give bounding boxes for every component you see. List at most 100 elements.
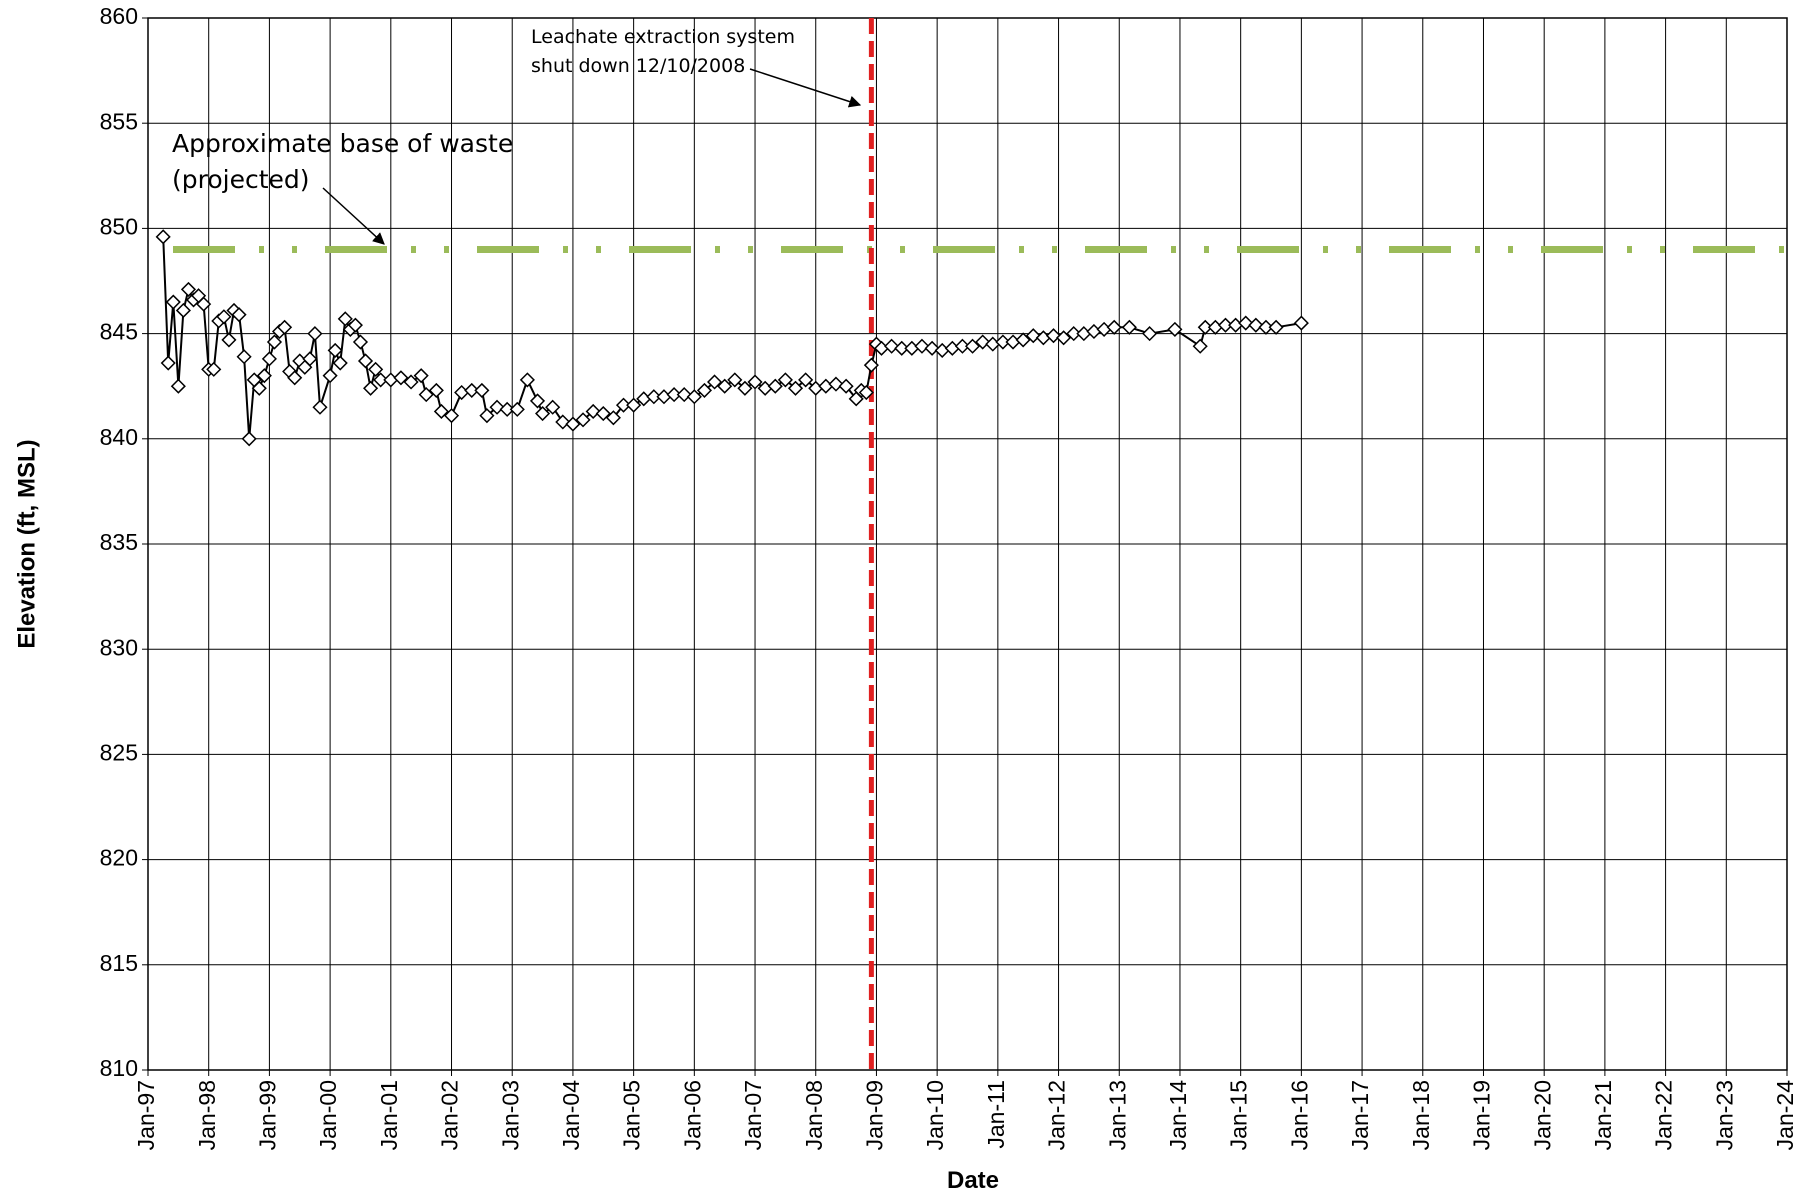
x-tick-label: Jan-13 [1104, 1080, 1130, 1150]
data-point [884, 338, 900, 354]
data-point [519, 372, 535, 388]
y-tick-label: 845 [100, 319, 138, 345]
x-tick-label: Jan-12 [1044, 1080, 1070, 1150]
x-tick-label: Jan-21 [1590, 1080, 1616, 1150]
data-point [1258, 319, 1274, 335]
data-point [251, 380, 267, 396]
x-tick-label: Jan-17 [1347, 1080, 1373, 1150]
data-point [322, 368, 338, 384]
arrow [749, 68, 862, 108]
data-point [1025, 328, 1041, 344]
data-point [838, 378, 854, 394]
data-point [383, 372, 399, 388]
data-point [975, 334, 991, 350]
data-point [433, 403, 449, 420]
y-tick-label: 855 [100, 108, 138, 134]
data-point [904, 340, 920, 356]
data-point [964, 338, 981, 354]
data-point [1197, 319, 1213, 335]
x-tick-label: Jan-20 [1529, 1080, 1555, 1150]
annotation: Approximate base of waste [172, 129, 513, 158]
x-tick-label: Jan-10 [922, 1080, 948, 1150]
data-point [352, 334, 369, 350]
data-point [302, 351, 318, 367]
y-tick-label: 810 [100, 1055, 138, 1081]
x-tick-label: Jan-00 [315, 1080, 341, 1150]
data-point [368, 361, 384, 377]
data-point [241, 431, 257, 447]
data-point [170, 378, 186, 394]
x-tick-label: Jan-08 [801, 1080, 827, 1150]
data-point [646, 389, 662, 405]
x-tick-label: Jan-02 [437, 1080, 463, 1150]
data-point [332, 355, 348, 371]
x-tick-label: Jan-06 [679, 1080, 705, 1150]
data-point [666, 387, 682, 403]
data-point [509, 401, 525, 417]
y-tick-label: 820 [100, 845, 138, 871]
x-tick-label: Jan-24 [1772, 1080, 1798, 1151]
y-tick-label: 850 [100, 213, 138, 239]
x-tick-label: Jan-18 [1408, 1080, 1434, 1150]
data-point [529, 393, 546, 409]
data-point [499, 401, 515, 417]
data-point [995, 334, 1011, 350]
data-point [221, 332, 237, 348]
data-point [1076, 326, 1092, 342]
data-point [312, 399, 328, 415]
data-point [818, 378, 834, 394]
y-tick-label: 835 [100, 529, 138, 555]
data-point [686, 389, 702, 405]
data-point [863, 357, 879, 373]
data-point [1005, 334, 1021, 350]
data-point [1015, 332, 1031, 348]
data-point [798, 372, 814, 388]
data-point [717, 378, 733, 394]
data-point [934, 342, 950, 358]
data-point [1268, 319, 1284, 335]
data-point [464, 382, 480, 398]
data-point [595, 405, 611, 422]
data-point [155, 229, 171, 245]
x-tick-label: Jan-16 [1286, 1080, 1312, 1150]
data-point [676, 387, 692, 403]
arrow [322, 187, 385, 245]
data-point [373, 372, 389, 388]
data-point [236, 349, 252, 365]
plot-frame [147, 17, 1788, 1071]
data-point [489, 399, 505, 415]
x-tick-label: Jan-19 [1469, 1080, 1495, 1150]
data-point [787, 380, 804, 396]
reference-lines [173, 18, 1787, 1070]
annotation: (projected) [172, 165, 310, 194]
data-point [1045, 328, 1062, 344]
x-tick-label: Jan-09 [862, 1080, 888, 1150]
x-tick-label: Jan-05 [619, 1080, 645, 1150]
data-point [474, 382, 490, 398]
y-tick-label: 815 [100, 950, 138, 976]
x-axis-label: Date [947, 1167, 999, 1194]
y-tick-label: 840 [100, 424, 138, 450]
x-tick-label: Jan-11 [983, 1080, 1009, 1149]
data-point [413, 368, 429, 384]
annotation: shut down 12/10/2008 [531, 55, 745, 77]
data-point [454, 384, 470, 401]
y-tick-label: 860 [100, 3, 138, 29]
data-point [393, 370, 409, 386]
x-tick-label: Jan-03 [497, 1080, 523, 1150]
data-point [747, 374, 763, 390]
data-point [1086, 323, 1102, 340]
data-point [615, 397, 632, 413]
data-point [428, 382, 444, 398]
data-point [858, 384, 874, 401]
data-point [357, 353, 374, 369]
x-tick-label: Jan-01 [376, 1080, 402, 1150]
data-point [1238, 315, 1254, 331]
data-point [307, 326, 323, 342]
grid [142, 17, 1788, 1076]
data-point [535, 405, 551, 422]
x-tick-label: Jan-14 [1165, 1080, 1191, 1151]
data-point [347, 317, 363, 333]
data-point [696, 382, 713, 398]
